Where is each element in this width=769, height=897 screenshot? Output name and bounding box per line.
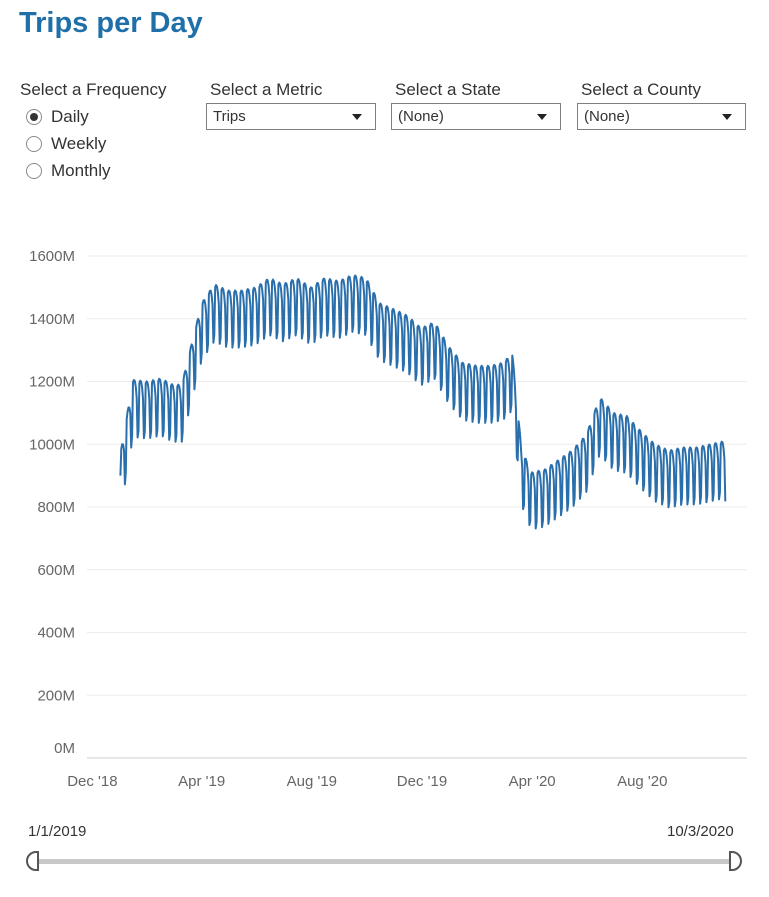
county-dropdown[interactable]: (None) xyxy=(577,103,746,130)
frequency-option-label: Daily xyxy=(51,107,89,126)
x-tick-label: Apr '20 xyxy=(509,773,556,790)
y-tick-label: 1600M xyxy=(29,248,75,265)
y-tick-label: 200M xyxy=(37,687,75,704)
y-tick-label: 400M xyxy=(37,625,75,642)
radio-unchecked-icon[interactable] xyxy=(26,163,42,179)
frequency-option-label: Monthly xyxy=(51,161,111,180)
frequency-option-monthly[interactable]: Monthly xyxy=(26,160,111,182)
state-dropdown-value: (None) xyxy=(398,108,444,125)
x-tick-label: Aug '19 xyxy=(287,773,337,790)
y-tick-label: 0M xyxy=(54,740,75,757)
slider-start-handle[interactable] xyxy=(26,851,39,871)
dropdown-arrow-icon[interactable] xyxy=(722,113,732,120)
x-tick-label: Dec '18 xyxy=(67,773,117,790)
trips-line-chart: 0M 200M 400M 600M 800M 1000M 1200M 1400M 1600M De… xyxy=(29,248,747,790)
dropdown-arrow-icon[interactable] xyxy=(352,113,362,120)
slider-end-date: 10/3/2020 xyxy=(667,823,734,840)
radio-dot-icon xyxy=(30,113,38,121)
x-tick-label: Dec '19 xyxy=(397,773,447,790)
y-tick-label: 800M xyxy=(37,499,75,516)
metric-label: Select a Metric xyxy=(210,80,323,99)
page-title: Trips per Day xyxy=(19,7,203,39)
radio-unchecked-icon[interactable] xyxy=(26,136,42,152)
frequency-label: Select a Frequency xyxy=(20,80,167,99)
x-tick-label: Aug '20 xyxy=(617,773,667,790)
state-label: Select a State xyxy=(395,80,501,99)
state-dropdown[interactable]: (None) xyxy=(391,103,561,130)
metric-dropdown[interactable]: Trips xyxy=(206,103,376,130)
slider-start-date: 1/1/2019 xyxy=(28,823,87,840)
metric-dropdown-value: Trips xyxy=(213,108,246,125)
dropdown-arrow-icon[interactable] xyxy=(537,113,547,120)
county-dropdown-value: (None) xyxy=(584,108,630,125)
y-tick-label: 1400M xyxy=(29,311,75,328)
y-tick-label: 600M xyxy=(37,562,75,579)
radio-checked-icon[interactable] xyxy=(26,109,42,125)
frequency-option-label: Weekly xyxy=(51,134,107,153)
frequency-option-daily[interactable]: Daily xyxy=(26,106,89,128)
county-label: Select a County xyxy=(581,80,702,99)
date-range-slider-track[interactable] xyxy=(32,859,738,864)
x-tick-label: Apr '19 xyxy=(178,773,225,790)
y-tick-label: 1200M xyxy=(29,374,75,391)
slider-end-handle[interactable] xyxy=(729,851,742,871)
frequency-option-weekly[interactable]: Weekly xyxy=(26,133,106,155)
y-tick-label: 1000M xyxy=(29,436,75,453)
trips-series-line xyxy=(119,274,727,530)
